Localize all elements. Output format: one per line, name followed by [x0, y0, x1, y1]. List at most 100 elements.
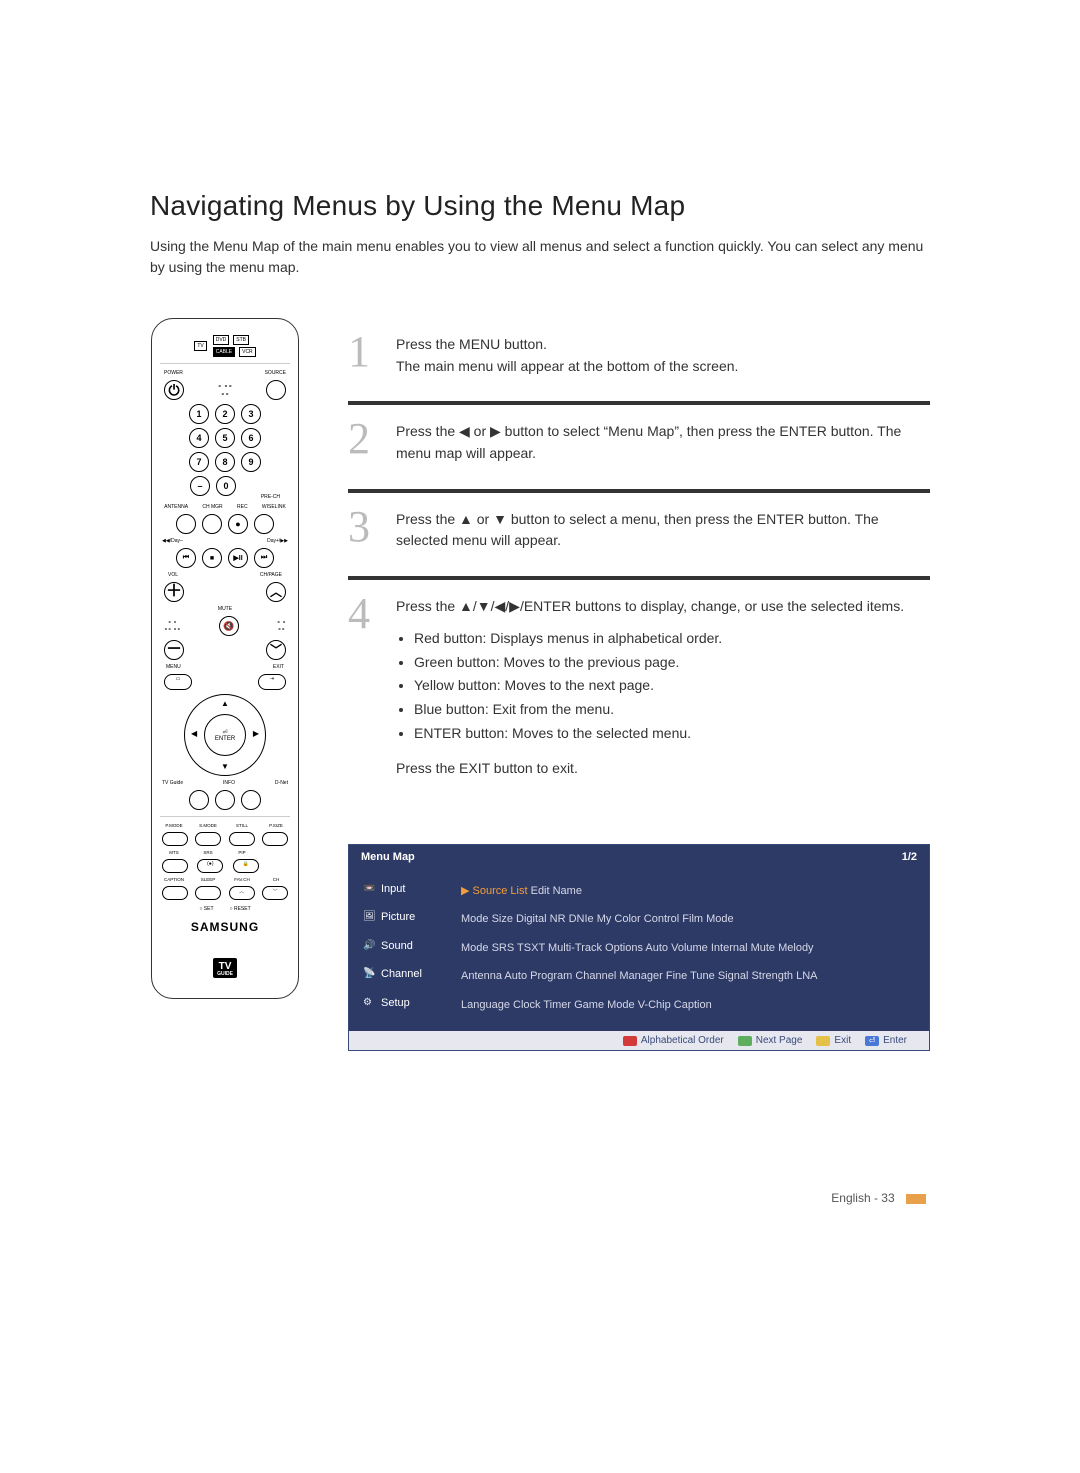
menumap-detail: ▶ Source List Edit Name — [461, 883, 915, 900]
menumap-category: Setup — [381, 997, 461, 1014]
step-line: The main menu will appear at the bottom … — [396, 356, 738, 378]
menumap-row-icon: 🔊 — [363, 940, 381, 957]
numpad-key-5: 5 — [215, 428, 235, 448]
still-label: STILL — [230, 823, 254, 828]
color-chip-icon — [623, 1036, 637, 1046]
rewind-icon: ⏮ — [176, 548, 196, 568]
remote-src-stb: STB — [233, 335, 249, 345]
wiselink-icon — [254, 514, 274, 534]
exit-label: EXIT — [273, 664, 284, 670]
menumap-footer-label: Enter — [883, 1035, 907, 1046]
forward-icon: ⏭ — [254, 548, 274, 568]
srs-button-icon: (●) — [197, 859, 223, 873]
psize-button-icon — [262, 832, 288, 846]
step-number: 2 — [348, 419, 382, 464]
ch-label: CH/PAGE — [260, 572, 282, 578]
pmode-button-icon — [162, 832, 188, 846]
nav-ring-icon: ▲ ▼ ◀ ▶ ⏎ENTER — [184, 694, 266, 776]
numpad-key-2: 2 — [215, 404, 235, 424]
antenna-label: ANTENNA — [164, 504, 188, 510]
remote-source-btn-label: SOURCE — [265, 370, 286, 376]
step-number: 4 — [348, 594, 382, 780]
chmgr-label: CH MGR — [202, 504, 222, 510]
caption-label: CAPTION — [162, 877, 186, 882]
remote-src-cable: CABLE — [213, 347, 235, 357]
exit-button-icon: ⇥ — [258, 674, 286, 690]
step-bullets: Red button: Displays menus in alphabetic… — [396, 628, 904, 744]
sleep-label: SLEEP — [196, 877, 220, 882]
remote-illustration: TV DVD STB CABLE VCR POWER — [150, 318, 300, 999]
menumap-row-sound: 🔊SoundMode SRS TSXT Multi-Track Options … — [363, 934, 915, 963]
menumap-row-icon: ⚙ — [363, 997, 381, 1014]
step-number: 1 — [348, 332, 382, 377]
tvguide-btn-icon — [189, 790, 209, 810]
enter-label: ENTER — [215, 736, 235, 742]
menumap-detail: Language Clock Timer Game Mode V-Chip Ca… — [461, 997, 915, 1014]
step-1: 1 Press the MENU button.The main menu wil… — [348, 318, 930, 401]
step-bullet: ENTER button: Moves to the selected menu… — [414, 723, 904, 745]
menumap-row-input: 📼Input▶ Source List Edit Name — [363, 877, 915, 906]
mts-label: MTS — [162, 850, 186, 855]
menumap-footer-label: Alphabetical Order — [641, 1035, 724, 1046]
dnet-btn-icon — [241, 790, 261, 810]
page-intro: Using the Menu Map of the main menu enab… — [150, 236, 930, 278]
ch-down-icon: ﹀ — [266, 640, 286, 660]
menumap-category: Channel — [381, 968, 461, 985]
color-chip-icon — [738, 1036, 752, 1046]
chmgr-icon — [202, 514, 222, 534]
menumap-detail: Mode SRS TSXT Multi-Track Options Auto V… — [461, 940, 915, 957]
step-bullet: Blue button: Exit from the menu. — [414, 699, 904, 721]
numpad-key-7: 7 — [189, 452, 209, 472]
page-title: Navigating Menus by Using the Menu Map — [150, 190, 930, 222]
menumap-row-channel: 📡ChannelAntenna Auto Program Channel Man… — [363, 962, 915, 991]
smode-button-icon — [195, 832, 221, 846]
step-after: Press the EXIT button to exit. — [396, 758, 904, 780]
step-line: Press the MENU button. — [396, 334, 738, 356]
numpad-key-9: 9 — [241, 452, 261, 472]
numpad-key-6: 6 — [241, 428, 261, 448]
remote-src-dvd: DVD — [213, 335, 230, 345]
menumap-row-picture: 🖼PictureMode Size Digital NR DNIe My Col… — [363, 905, 915, 934]
samsung-logo: SAMSUNG — [160, 920, 290, 934]
sleep-button-icon — [195, 886, 221, 900]
day-minus-label: ◀◀/Day– — [162, 538, 183, 544]
step-3: 3Press the ▲ or ▼ button to select a men… — [348, 491, 930, 576]
menu-label: MENU — [166, 664, 181, 670]
caption-button-icon — [162, 886, 188, 900]
step-body: Press the ◀ or ▶ button to select “Menu … — [396, 419, 930, 464]
numpad-key-3: 3 — [241, 404, 261, 424]
mute-label: MUTE — [218, 606, 232, 612]
step-line: Press the ◀ or ▶ button to select “Menu … — [396, 421, 930, 464]
menumap-row-setup: ⚙SetupLanguage Clock Timer Game Mode V-C… — [363, 991, 915, 1020]
menumap-row-icon: 🖼 — [363, 911, 381, 928]
step-bullet: Green button: Moves to the previous page… — [414, 652, 904, 674]
stop-icon: ■ — [202, 548, 222, 568]
step-bullet: Red button: Displays menus in alphabetic… — [414, 628, 904, 650]
mute-icon: 🔇 — [219, 616, 239, 636]
numpad-key-8: 8 — [215, 452, 235, 472]
wiselink-label: WISELINK — [262, 504, 286, 510]
still-button-icon — [229, 832, 255, 846]
menumap-category: Sound — [381, 940, 461, 957]
numpad-key-0: 0 — [216, 476, 236, 496]
chsw-label: CH — [264, 877, 288, 882]
source-button-icon — [266, 380, 286, 400]
menumap-footer-label: Next Page — [756, 1035, 803, 1046]
power-icon: ⏻ — [164, 380, 184, 400]
ch-up-icon: ︿ — [266, 582, 286, 602]
pmode-label: P.MODE — [162, 823, 186, 828]
numpad-key-1: 1 — [189, 404, 209, 424]
menumap-category: Picture — [381, 911, 461, 928]
chsw-button-icon: ﹀ — [262, 886, 288, 900]
menumap-category: Input — [381, 883, 461, 900]
menumap-title: Menu Map — [361, 851, 415, 863]
step-2: 2 Press the ◀ or ▶ button to select “Menu… — [348, 403, 930, 488]
step-line: Press the ▲/▼/◀/▶/ENTER buttons to displ… — [396, 596, 904, 618]
menu-button-icon: ▭ — [164, 674, 192, 690]
menumap-row-icon: 📼 — [363, 883, 381, 900]
menumap-footer-label: Exit — [834, 1035, 851, 1046]
reset-label: ○ RESET — [230, 906, 251, 912]
rec-icon: ● — [228, 514, 248, 534]
numpad-key-–: – — [190, 476, 210, 496]
page-number: English - 33 — [831, 1191, 894, 1205]
